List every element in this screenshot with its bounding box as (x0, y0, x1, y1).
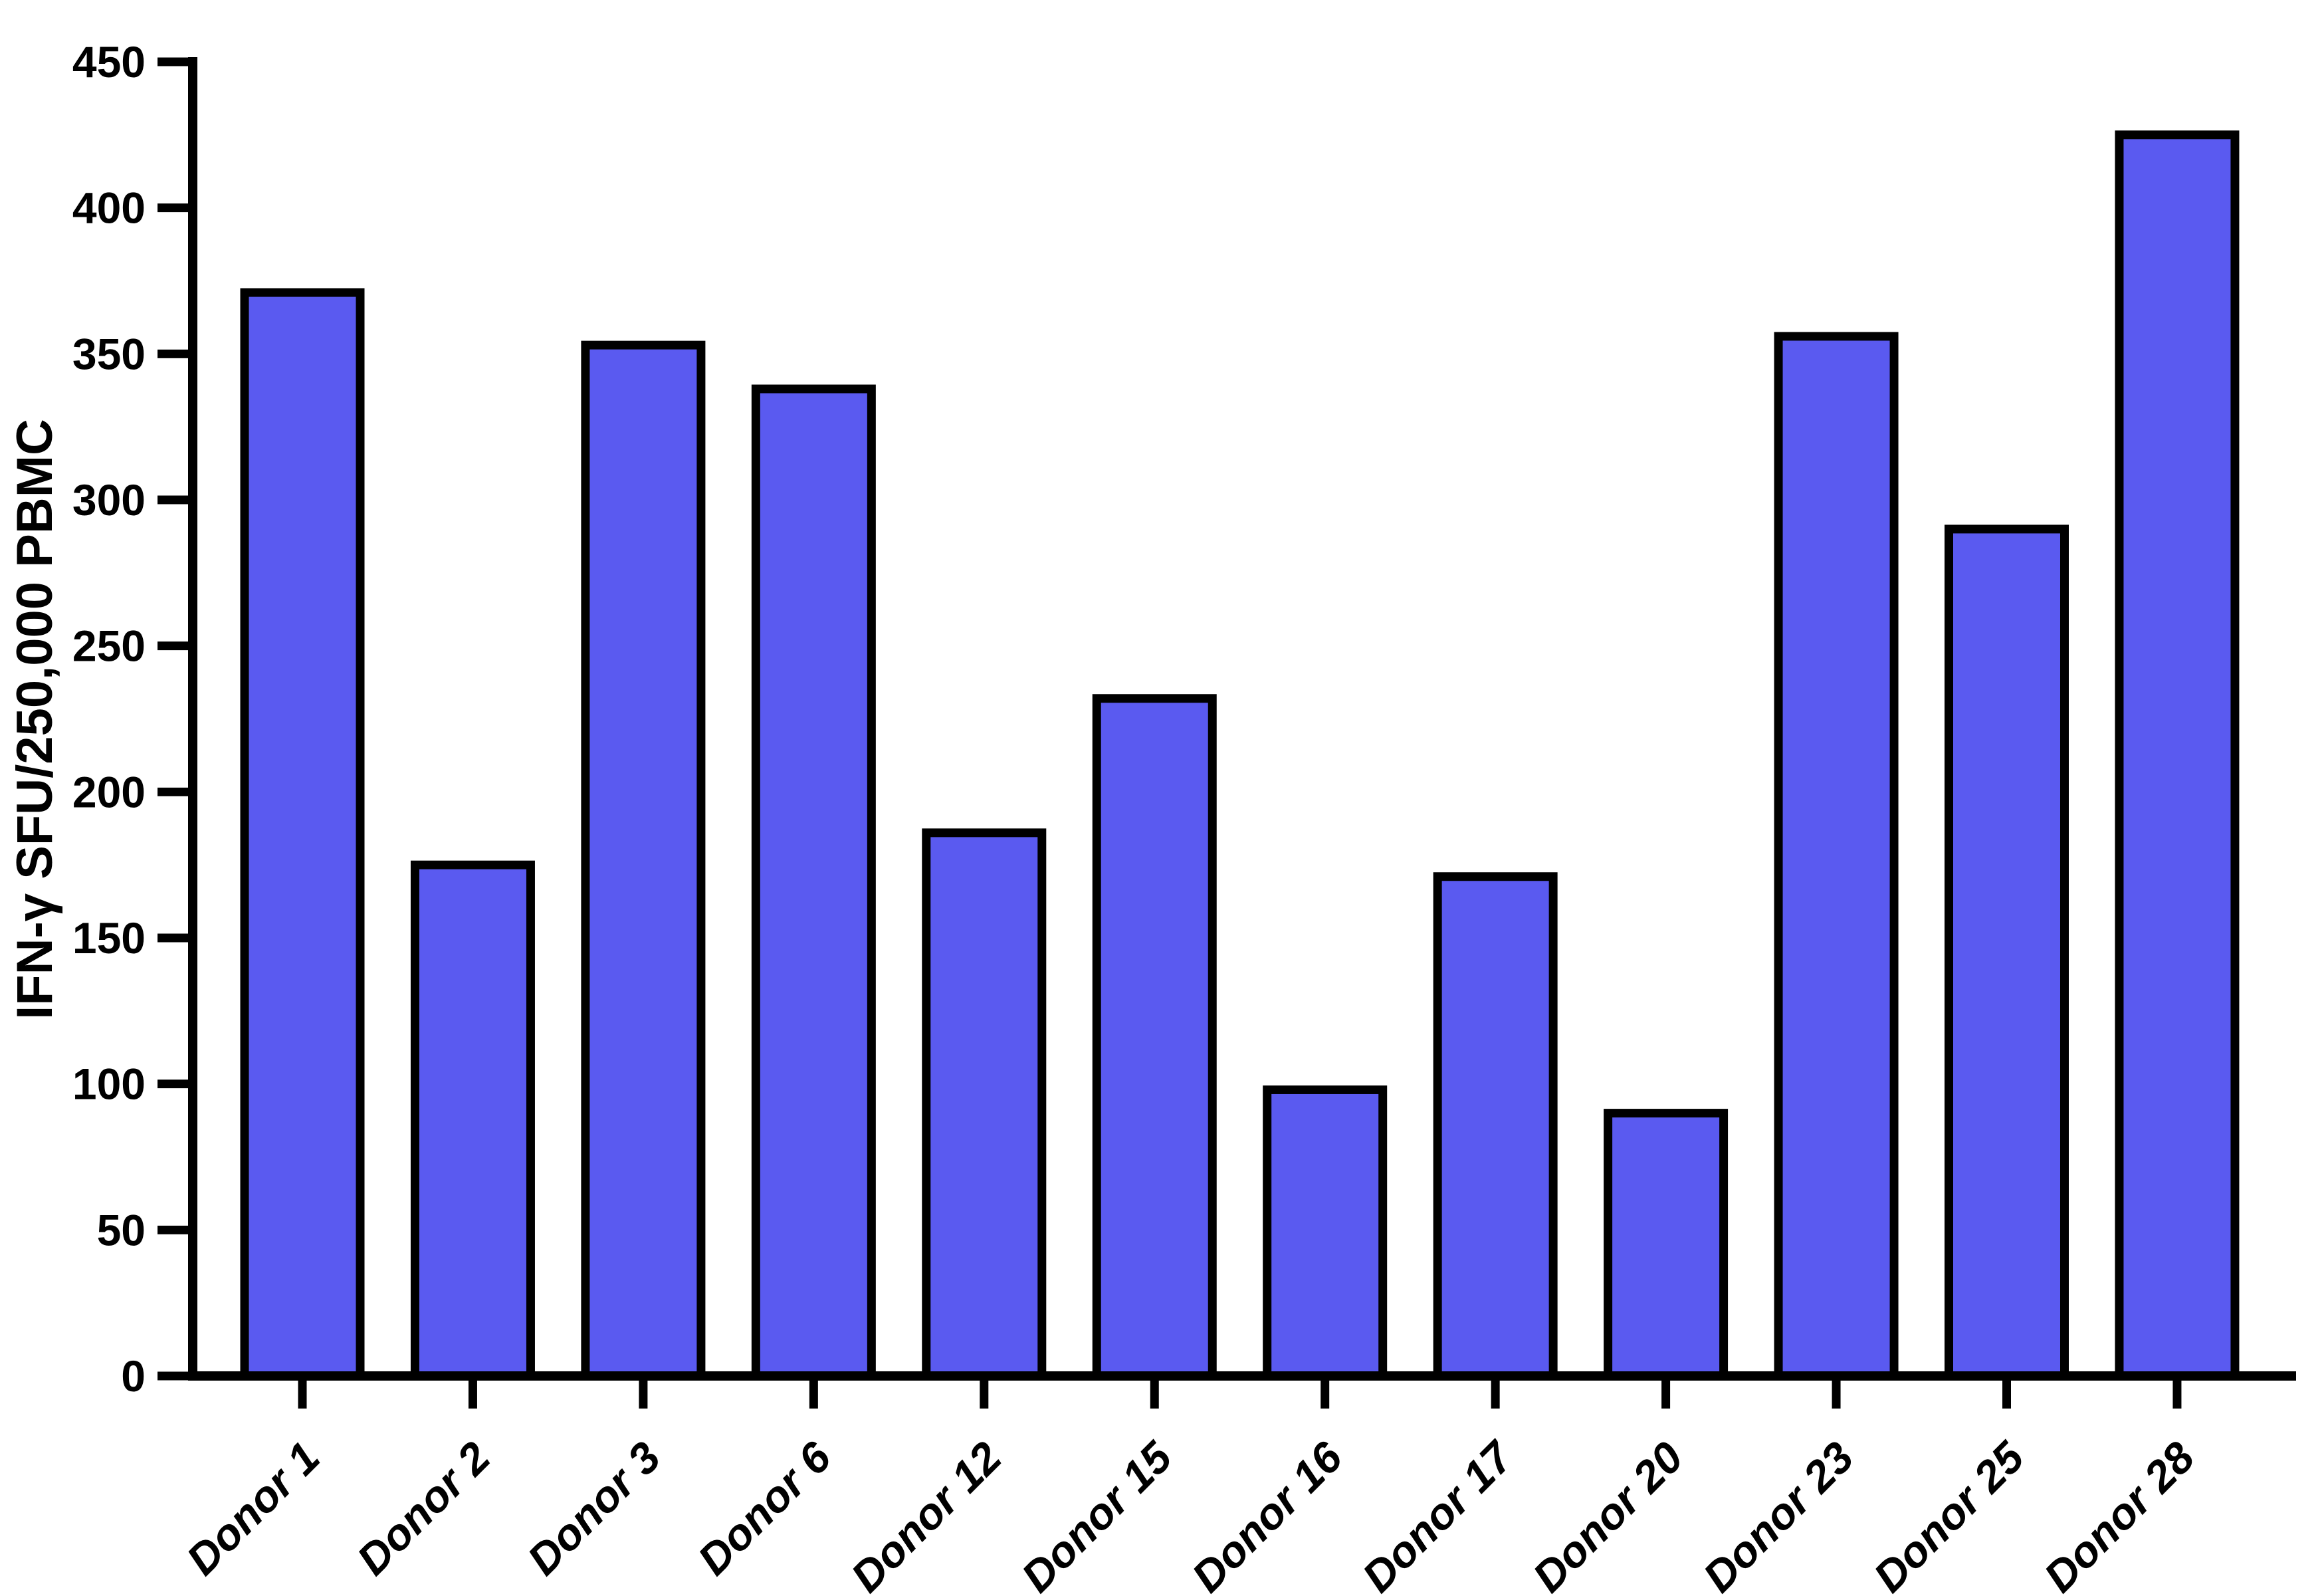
bar-donor-2 (410, 860, 535, 1381)
x-category-label: Donor 3 (518, 1432, 670, 1585)
bar-donor-16 (1263, 1085, 1388, 1381)
x-category-label: Donor 16 (1182, 1432, 1352, 1596)
bar-donor-23 (1774, 332, 1899, 1381)
axes-layer (158, 57, 2296, 1409)
bar-donor-15 (1092, 694, 1217, 1381)
x-category-label: Donor 17 (1352, 1430, 1523, 1596)
y-tick-label: 400 (72, 183, 146, 233)
y-tick-label: 0 (121, 1351, 146, 1401)
x-category-label: Donor 23 (1693, 1432, 1863, 1596)
bar-donor-1 (240, 288, 365, 1381)
y-tick-label: 250 (72, 622, 146, 671)
x-category-label: Donor 25 (1864, 1432, 2034, 1596)
bar-donor-20 (1604, 1109, 1729, 1381)
x-category-label: Donor 15 (1012, 1432, 1182, 1596)
x-category-label: Donor 20 (1523, 1432, 1693, 1596)
y-tick-label: 50 (97, 1205, 146, 1254)
x-category-label: Donor 1 (177, 1432, 329, 1585)
x-category-label: Donor 2 (348, 1432, 500, 1584)
y-tick-label: 200 (72, 767, 146, 816)
y-tick-label: 350 (72, 329, 146, 378)
bar-donor-6 (751, 384, 876, 1381)
y-tick-label: 300 (72, 475, 146, 524)
bar-donor-25 (1945, 524, 2069, 1381)
bars-layer (240, 130, 2240, 1381)
x-category-label: Donor 28 (2034, 1432, 2204, 1596)
bar-donor-17 (1433, 872, 1558, 1381)
y-tick-label: 450 (72, 37, 146, 86)
y-tick-label: 150 (72, 913, 146, 963)
x-category-label: Donor 6 (688, 1432, 841, 1585)
x-category-label: Donor 12 (841, 1432, 1011, 1596)
bar-donor-28 (2115, 130, 2240, 1381)
y-tick-label: 100 (72, 1060, 146, 1109)
bar-donor-3 (581, 340, 706, 1381)
y-axis-title: IFN-γ SFU/250,000 PBMC (7, 419, 63, 1020)
bar-donor-12 (922, 828, 1047, 1381)
